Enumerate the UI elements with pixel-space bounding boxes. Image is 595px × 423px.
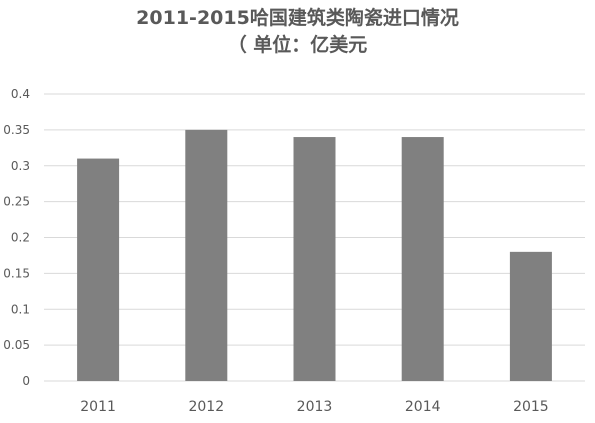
bars xyxy=(77,129,552,381)
y-tick-label: 0.05 xyxy=(3,338,30,352)
x-tick-label: 2011 xyxy=(80,399,116,415)
bar-2015 xyxy=(509,251,552,381)
bar-2014 xyxy=(401,137,444,381)
x-axis-ticks: 2011 2012 2013 2014 2015 xyxy=(80,399,548,415)
y-tick-label: 0.25 xyxy=(3,195,30,209)
bar-2013 xyxy=(293,137,336,381)
bar-2011 xyxy=(77,158,120,381)
y-tick-label: 0 xyxy=(22,374,30,388)
chart-title: 2011-2015哈国建筑类陶瓷进口情况 xyxy=(136,7,459,29)
y-tick-label: 0.1 xyxy=(11,302,30,316)
y-tick-label: 0.4 xyxy=(11,87,30,101)
x-tick-label: 2012 xyxy=(188,399,224,415)
x-tick-label: 2014 xyxy=(405,399,441,415)
x-tick-label: 2013 xyxy=(297,399,333,415)
y-tick-label: 0.2 xyxy=(11,231,30,245)
bar-2012 xyxy=(185,129,228,381)
x-tick-label: 2015 xyxy=(513,399,549,415)
y-tick-label: 0.15 xyxy=(3,266,30,280)
y-tick-label: 0.35 xyxy=(3,123,30,137)
y-tick-label: 0.3 xyxy=(11,159,30,173)
chart-subtitle: （ 单位：亿美元 xyxy=(227,34,368,56)
y-axis-ticks: 0 0.05 0.1 0.15 0.2 0.25 0.3 0.35 0.4 xyxy=(3,87,30,388)
